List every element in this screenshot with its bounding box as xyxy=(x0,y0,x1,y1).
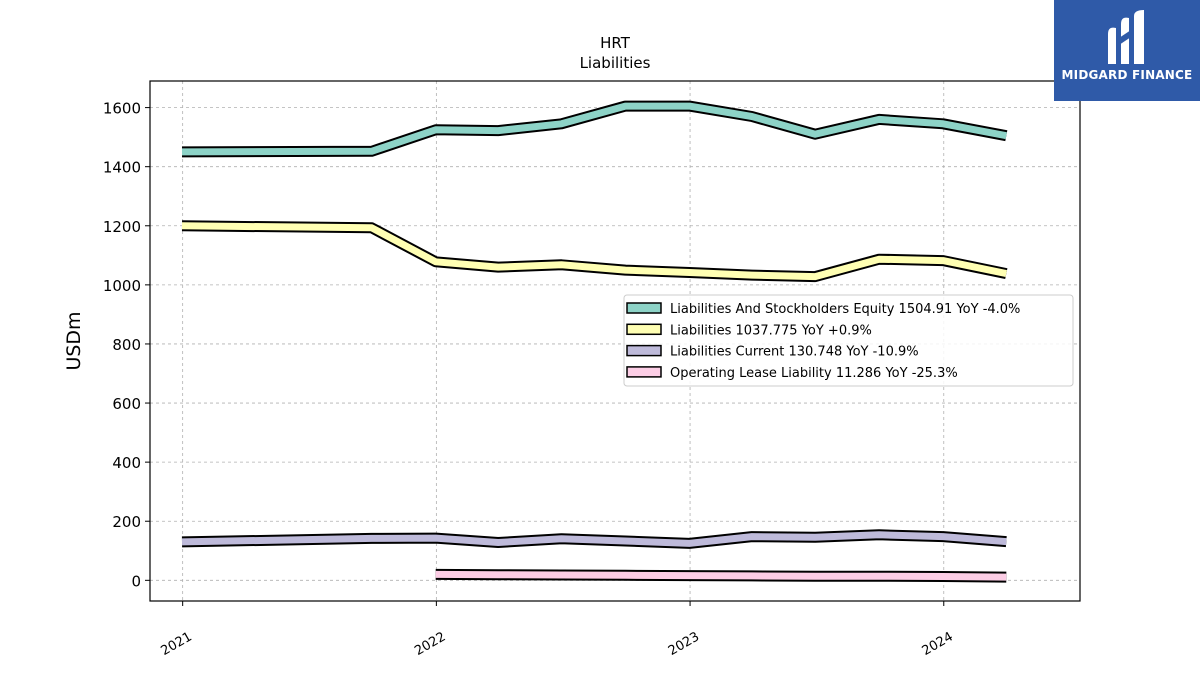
legend-swatch xyxy=(626,344,662,357)
y-tick-label: 800 xyxy=(112,336,141,354)
legend: Liabilities And Stockholders Equity 1504… xyxy=(623,294,1074,387)
legend-label: Liabilities And Stockholders Equity 1504… xyxy=(670,302,1020,317)
x-tick-label: 2024 xyxy=(920,629,956,659)
series-line xyxy=(181,531,1007,547)
y-axis-label: USDm xyxy=(63,311,85,370)
y-tick-label: 400 xyxy=(112,454,141,472)
legend-label: Liabilities Current 130.748 YoY -10.9% xyxy=(670,345,919,360)
legend-box xyxy=(623,294,1074,387)
chart-title: HRT xyxy=(600,34,631,52)
legend-label: Operating Lease Liability 11.286 YoY -25… xyxy=(670,366,958,381)
chart-subtitle: Liabilities xyxy=(580,54,651,72)
x-tick-label: 2022 xyxy=(412,629,448,659)
series-line xyxy=(181,222,1008,281)
plot-frame xyxy=(149,80,1081,602)
y-tick-label: 1400 xyxy=(103,159,141,177)
brand-logo-icon xyxy=(1108,10,1144,65)
x-tick-label: 2021 xyxy=(159,629,195,659)
brand-logo: MIDGARD FINANCE xyxy=(1054,0,1200,101)
series-line xyxy=(181,102,1007,156)
x-tick-label: 2023 xyxy=(666,629,702,659)
legend-label: Liabilities 1037.775 YoY +0.9% xyxy=(670,323,872,338)
y-axis: 0 200 400 600 800 1000 1200 1400 1600 xyxy=(103,100,150,590)
legend-swatch xyxy=(626,323,662,336)
y-tick-label: 1200 xyxy=(103,218,141,236)
brand-name: MIDGARD FINANCE xyxy=(1061,68,1193,82)
legend-swatch xyxy=(626,366,662,378)
y-tick-label: 1600 xyxy=(103,100,141,118)
y-tick-label: 1000 xyxy=(103,277,141,295)
legend-swatch xyxy=(626,302,662,314)
series-line xyxy=(435,570,1007,581)
series-layer xyxy=(181,100,1008,583)
y-tick-label: 200 xyxy=(112,513,141,531)
x-axis: 2021 2022 2023 2024 xyxy=(159,601,956,659)
y-tick-label: 0 xyxy=(131,572,141,590)
y-tick-label: 600 xyxy=(112,395,141,413)
